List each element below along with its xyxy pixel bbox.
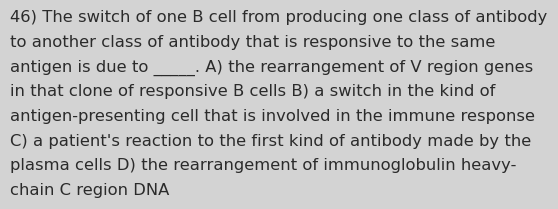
Text: to another class of antibody that is responsive to the same: to another class of antibody that is res… — [10, 35, 496, 50]
Text: plasma cells D) the rearrangement of immunoglobulin heavy-: plasma cells D) the rearrangement of imm… — [10, 158, 516, 173]
Text: 46) The switch of one B cell from producing one class of antibody: 46) The switch of one B cell from produc… — [10, 10, 547, 25]
Text: C) a patient's reaction to the first kind of antibody made by the: C) a patient's reaction to the first kin… — [10, 134, 531, 149]
Text: antigen is due to _____. A) the rearrangement of V region genes: antigen is due to _____. A) the rearrang… — [10, 60, 533, 76]
Text: antigen-presenting cell that is involved in the immune response: antigen-presenting cell that is involved… — [10, 109, 535, 124]
Text: chain C region DNA: chain C region DNA — [10, 183, 170, 198]
Text: in that clone of responsive B cells B) a switch in the kind of: in that clone of responsive B cells B) a… — [10, 84, 496, 99]
